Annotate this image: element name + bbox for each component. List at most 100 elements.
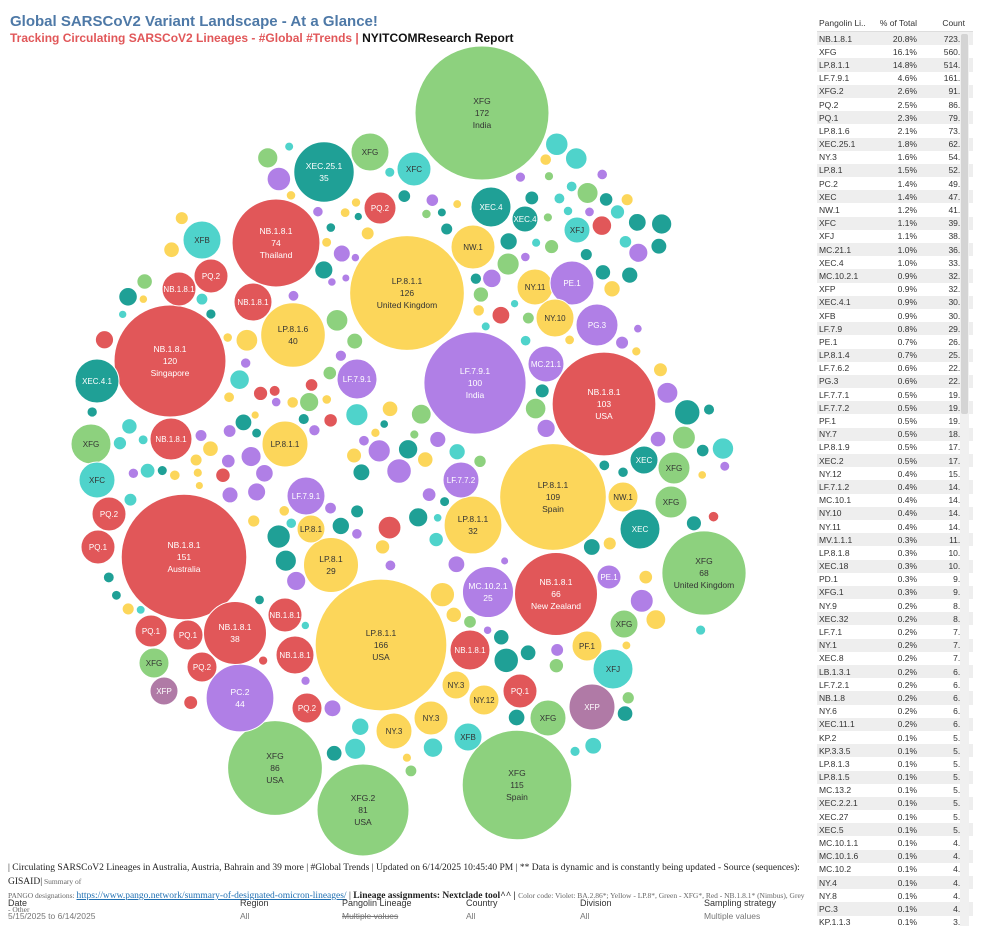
lineage-bubble-small[interactable] bbox=[571, 630, 603, 662]
minor-lineage-bubble[interactable] bbox=[656, 381, 679, 404]
lineage-bubble-small[interactable] bbox=[535, 298, 575, 338]
minor-lineage-bubble[interactable] bbox=[121, 418, 138, 435]
minor-lineage-bubble[interactable] bbox=[520, 251, 531, 263]
table-row[interactable]: XFG.2 2.6% 91.0 bbox=[817, 84, 973, 98]
minor-lineage-bubble[interactable] bbox=[514, 171, 527, 183]
minor-lineage-bubble[interactable] bbox=[404, 764, 418, 778]
lineage-bubble-small[interactable] bbox=[441, 670, 471, 700]
minor-lineage-bubble[interactable] bbox=[297, 413, 310, 426]
table-row[interactable]: XFJ 1.1% 38.0 bbox=[817, 230, 973, 243]
minor-lineage-bubble[interactable] bbox=[221, 486, 239, 504]
lineage-bubble[interactable] bbox=[302, 536, 360, 594]
lineage-bubble-small[interactable] bbox=[396, 151, 432, 187]
table-row[interactable]: NY.3 1.6% 54.0 bbox=[817, 151, 973, 164]
minor-lineage-bubble[interactable] bbox=[374, 539, 391, 555]
minor-lineage-bubble[interactable] bbox=[439, 496, 451, 508]
minor-lineage-bubble[interactable] bbox=[270, 396, 282, 408]
minor-lineage-bubble[interactable] bbox=[325, 744, 343, 762]
minor-lineage-bubble[interactable] bbox=[621, 640, 632, 651]
lineage-bubble[interactable] bbox=[113, 304, 227, 418]
minor-lineage-bubble[interactable] bbox=[482, 268, 502, 289]
table-row[interactable]: XEC.18 0.3% 10.0 bbox=[817, 559, 973, 573]
table-row[interactable]: PC.3 0.1%4.0 bbox=[817, 902, 973, 916]
minor-lineage-bubble[interactable] bbox=[274, 549, 297, 572]
minor-lineage-bubble[interactable] bbox=[428, 531, 444, 548]
lineage-bubble-small[interactable] bbox=[261, 420, 309, 468]
lineage-bubble-small[interactable] bbox=[186, 651, 218, 683]
minor-lineage-bubble[interactable] bbox=[229, 369, 250, 390]
lineage-bubble-small[interactable] bbox=[527, 345, 565, 383]
minor-lineage-bubble[interactable] bbox=[598, 459, 611, 472]
minor-lineage-bubble[interactable] bbox=[286, 570, 307, 591]
minor-lineage-bubble[interactable] bbox=[562, 205, 574, 217]
table-row[interactable]: LF.7.1.2 0.4% 14.0 bbox=[817, 480, 973, 494]
minor-lineage-bubble[interactable] bbox=[539, 153, 553, 166]
minor-lineage-bubble[interactable] bbox=[544, 239, 560, 255]
table-row[interactable]: MC.13.2 0.1%5.0 bbox=[817, 784, 973, 797]
table-row[interactable]: PG.3 0.6% 22.0 bbox=[817, 374, 973, 389]
minor-lineage-bubble[interactable] bbox=[332, 244, 351, 263]
table-row[interactable]: NB.1.8 0.2%6.0 bbox=[817, 691, 973, 705]
filter-sampling[interactable]: Sampling strategy Multiple values bbox=[704, 898, 776, 921]
minor-lineage-bubble[interactable] bbox=[239, 357, 252, 369]
lineage-bubble[interactable] bbox=[461, 565, 515, 619]
minor-lineage-bubble[interactable] bbox=[448, 443, 466, 461]
lineage-bubble-small[interactable] bbox=[654, 485, 688, 519]
table-scrollbar[interactable] bbox=[960, 32, 969, 926]
minor-lineage-bubble[interactable] bbox=[350, 197, 362, 208]
filter-lineage[interactable]: Pangolin Lineage Multiple values bbox=[342, 898, 412, 921]
table-row[interactable]: KP.1.1.3 0.1%3.0 bbox=[817, 916, 973, 926]
minor-lineage-bubble[interactable] bbox=[550, 643, 565, 657]
minor-lineage-bubble[interactable] bbox=[314, 260, 334, 280]
minor-lineage-bubble[interactable] bbox=[139, 462, 156, 479]
table-row[interactable]: NY.1 0.2%7.0 bbox=[817, 638, 973, 652]
lineage-bubble-small[interactable] bbox=[511, 205, 539, 233]
minor-lineage-bubble[interactable] bbox=[591, 215, 613, 236]
minor-lineage-bubble[interactable] bbox=[482, 625, 493, 635]
minor-lineage-bubble[interactable] bbox=[379, 419, 390, 429]
minor-lineage-bubble[interactable] bbox=[429, 430, 447, 448]
lineage-bubble[interactable] bbox=[661, 530, 747, 616]
table-row[interactable]: LF.7.2.1 0.2%6.0 bbox=[817, 678, 973, 691]
table-row[interactable]: LF.7.6.2 0.6% 22.0 bbox=[817, 362, 973, 375]
minor-lineage-bubble[interactable] bbox=[215, 467, 231, 484]
lineage-bubble-small[interactable] bbox=[596, 564, 622, 590]
lineage-bubble-small[interactable] bbox=[375, 712, 413, 750]
lineage-bubble[interactable] bbox=[423, 331, 527, 435]
minor-lineage-bubble[interactable] bbox=[266, 524, 291, 549]
minor-lineage-bubble[interactable] bbox=[350, 504, 365, 519]
table-row[interactable]: PC.2 1.4% 49.0 bbox=[817, 177, 973, 190]
minor-lineage-bubble[interactable] bbox=[312, 205, 324, 218]
minor-lineage-bubble[interactable] bbox=[695, 624, 707, 636]
table-row[interactable]: XEC 1.4% 47.0 bbox=[817, 190, 973, 204]
minor-lineage-bubble[interactable] bbox=[469, 272, 483, 285]
minor-lineage-bubble[interactable] bbox=[500, 556, 510, 566]
lineage-bubble-small[interactable] bbox=[182, 220, 222, 260]
table-row[interactable]: MC.10.1 0.4% 14.0 bbox=[817, 494, 973, 507]
minor-lineage-bubble[interactable] bbox=[351, 528, 363, 540]
minor-lineage-bubble[interactable] bbox=[352, 463, 371, 482]
minor-lineage-bubble[interactable] bbox=[351, 717, 370, 736]
minor-lineage-bubble[interactable] bbox=[168, 469, 181, 482]
minor-lineage-bubble[interactable] bbox=[370, 427, 381, 438]
table-row[interactable]: XEC.25.1 1.8% 62.0 bbox=[817, 137, 973, 151]
table-row[interactable]: XEC.32 0.2%8.0 bbox=[817, 612, 973, 626]
minor-lineage-bubble[interactable] bbox=[584, 206, 595, 218]
minor-lineage-bubble[interactable] bbox=[594, 264, 612, 281]
minor-lineage-bubble[interactable] bbox=[429, 581, 456, 608]
minor-lineage-bubble[interactable] bbox=[299, 391, 320, 413]
minor-lineage-bubble[interactable] bbox=[447, 555, 466, 574]
minor-lineage-bubble[interactable] bbox=[472, 286, 490, 303]
minor-lineage-bubble[interactable] bbox=[493, 628, 510, 646]
minor-lineage-bubble[interactable] bbox=[138, 294, 149, 304]
minor-lineage-bubble[interactable] bbox=[445, 606, 462, 624]
lineage-bubble-small[interactable] bbox=[78, 461, 116, 499]
lineage-bubble-small[interactable] bbox=[233, 282, 273, 322]
minor-lineage-bubble[interactable] bbox=[300, 675, 311, 686]
lineage-bubble[interactable] bbox=[461, 729, 573, 841]
minor-lineage-bubble[interactable] bbox=[615, 335, 630, 350]
minor-lineage-bubble[interactable] bbox=[702, 403, 716, 416]
table-row[interactable]: XFP 0.9% 32.0 bbox=[817, 283, 973, 296]
minor-lineage-bubble[interactable] bbox=[304, 378, 319, 392]
minor-lineage-bubble[interactable] bbox=[251, 427, 263, 439]
